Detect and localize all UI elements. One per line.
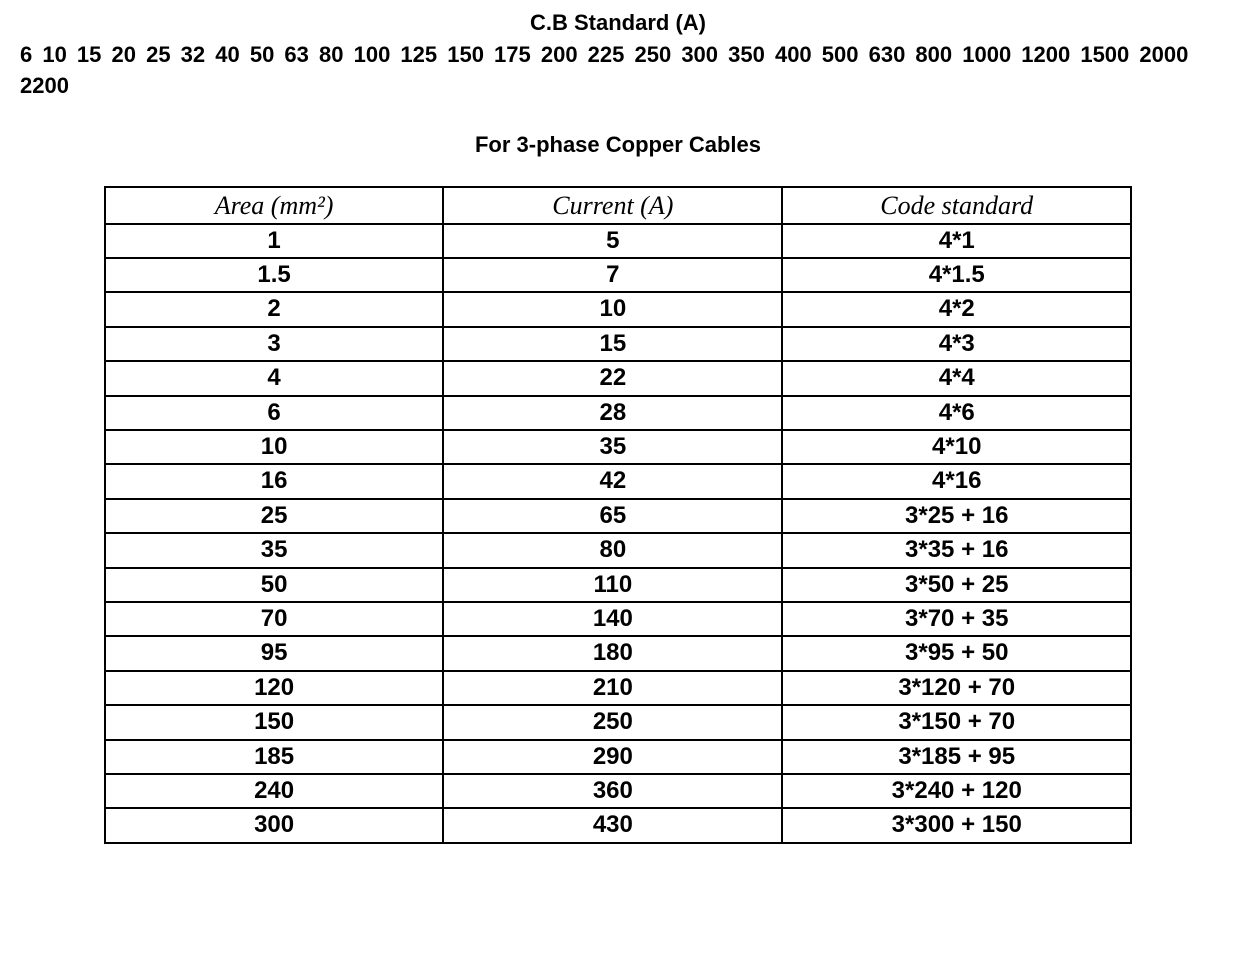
cell-code: 4*1 [782, 224, 1131, 258]
table-row: 701403*70 + 35 [105, 602, 1132, 636]
cell-current: 15 [443, 327, 782, 361]
cell-area: 1 [105, 224, 444, 258]
cell-code: 3*25 + 16 [782, 499, 1131, 533]
cell-area: 3 [105, 327, 444, 361]
cb-standard-title: C.B Standard (A) [20, 10, 1216, 36]
cell-area: 35 [105, 533, 444, 567]
cable-table: Area (mm²) Current (A) Code standard 154… [104, 186, 1133, 844]
cell-code: 4*1.5 [782, 258, 1131, 292]
cell-current: 22 [443, 361, 782, 395]
cell-current: 250 [443, 705, 782, 739]
cell-code: 3*120 + 70 [782, 671, 1131, 705]
table-row: 25653*25 + 16 [105, 499, 1132, 533]
col-header-code: Code standard [782, 187, 1131, 224]
cell-area: 50 [105, 568, 444, 602]
table-row: 1.574*1.5 [105, 258, 1132, 292]
table-header-row: Area (mm²) Current (A) Code standard [105, 187, 1132, 224]
cell-current: 110 [443, 568, 782, 602]
cell-current: 430 [443, 808, 782, 842]
cell-area: 10 [105, 430, 444, 464]
cable-subtitle: For 3-phase Copper Cables [20, 132, 1216, 158]
table-row: 35803*35 + 16 [105, 533, 1132, 567]
cell-code: 4*6 [782, 396, 1131, 430]
table-container: Area (mm²) Current (A) Code standard 154… [20, 186, 1216, 844]
cell-code: 3*70 + 35 [782, 602, 1131, 636]
cell-current: 180 [443, 636, 782, 670]
cell-area: 4 [105, 361, 444, 395]
cell-code: 3*95 + 50 [782, 636, 1131, 670]
cell-code: 3*35 + 16 [782, 533, 1131, 567]
cell-code: 4*2 [782, 292, 1131, 326]
cell-code: 4*3 [782, 327, 1131, 361]
col-header-current: Current (A) [443, 187, 782, 224]
cell-area: 300 [105, 808, 444, 842]
table-row: 10354*10 [105, 430, 1132, 464]
cell-area: 16 [105, 464, 444, 498]
cell-current: 65 [443, 499, 782, 533]
cell-current: 35 [443, 430, 782, 464]
cb-standard-values: 6 10 15 20 25 32 40 50 63 80 100 125 150… [20, 40, 1216, 102]
cell-area: 6 [105, 396, 444, 430]
cell-current: 5 [443, 224, 782, 258]
cell-area: 25 [105, 499, 444, 533]
cell-area: 185 [105, 740, 444, 774]
table-row: 3004303*300 + 150 [105, 808, 1132, 842]
cell-area: 2 [105, 292, 444, 326]
cell-current: 28 [443, 396, 782, 430]
cell-code: 3*240 + 120 [782, 774, 1131, 808]
cell-area: 120 [105, 671, 444, 705]
table-row: 951803*95 + 50 [105, 636, 1132, 670]
cell-current: 360 [443, 774, 782, 808]
cell-code: 4*16 [782, 464, 1131, 498]
table-row: 1202103*120 + 70 [105, 671, 1132, 705]
cell-code: 3*300 + 150 [782, 808, 1131, 842]
cell-current: 10 [443, 292, 782, 326]
cell-current: 7 [443, 258, 782, 292]
table-row: 6284*6 [105, 396, 1132, 430]
cell-code: 3*50 + 25 [782, 568, 1131, 602]
col-header-area: Area (mm²) [105, 187, 444, 224]
cell-current: 80 [443, 533, 782, 567]
cell-current: 140 [443, 602, 782, 636]
cell-code: 3*185 + 95 [782, 740, 1131, 774]
cell-code: 4*10 [782, 430, 1131, 464]
cell-area: 95 [105, 636, 444, 670]
cell-current: 290 [443, 740, 782, 774]
table-row: 2104*2 [105, 292, 1132, 326]
cell-area: 240 [105, 774, 444, 808]
table-row: 1852903*185 + 95 [105, 740, 1132, 774]
cell-area: 1.5 [105, 258, 444, 292]
table-row: 3154*3 [105, 327, 1132, 361]
table-row: 4224*4 [105, 361, 1132, 395]
cell-code: 3*150 + 70 [782, 705, 1131, 739]
cell-area: 150 [105, 705, 444, 739]
cell-current: 210 [443, 671, 782, 705]
table-row: 16424*16 [105, 464, 1132, 498]
cell-area: 70 [105, 602, 444, 636]
table-row: 501103*50 + 25 [105, 568, 1132, 602]
table-row: 2403603*240 + 120 [105, 774, 1132, 808]
table-body: 154*11.574*1.52104*23154*34224*46284*610… [105, 224, 1132, 843]
cell-code: 4*4 [782, 361, 1131, 395]
cell-current: 42 [443, 464, 782, 498]
table-row: 1502503*150 + 70 [105, 705, 1132, 739]
table-row: 154*1 [105, 224, 1132, 258]
